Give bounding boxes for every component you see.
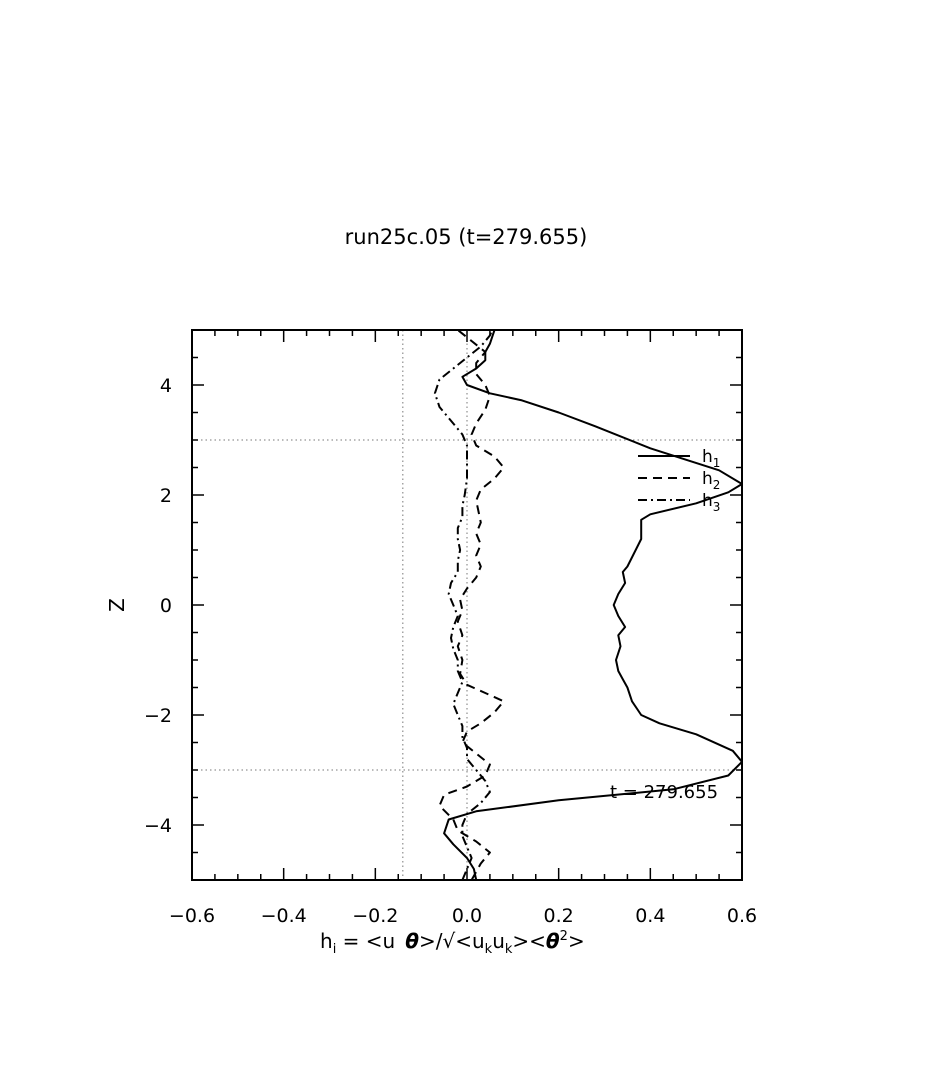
chart-title: run25c.05 (t=279.655) (345, 225, 588, 249)
y-tick-label-2: 0 (160, 595, 172, 617)
x-label-sup-2: 2 (560, 929, 568, 944)
x-tick-label-5: 0.4 (635, 905, 665, 927)
x-label-sub-k2: k (505, 942, 513, 957)
x-label-h: h (320, 929, 333, 953)
legend-label-base-2: h (702, 469, 713, 489)
legend-label-sub-3: 3 (713, 500, 721, 514)
series-group (433, 329, 743, 881)
legend-label-2: h2 (702, 469, 720, 492)
y-tick-label-1: −2 (144, 705, 172, 727)
legend-label-sub-1: 1 (713, 456, 721, 470)
x-label-sub-k1: k (485, 942, 493, 957)
legend-label-base-1: h (702, 447, 713, 467)
tick-marks (191, 329, 743, 881)
x-tick-label-1: −0.4 (261, 905, 307, 927)
x-axis-label: hi = <u θ>/√<ukuk><θ2> (320, 929, 585, 957)
x-tick-label-3: 0.0 (452, 905, 482, 927)
y-axis-label: Z (105, 598, 129, 612)
series-line-1 (443, 329, 743, 881)
y-tick-label-4: 4 (160, 375, 172, 397)
x-label-mid: >< (512, 929, 546, 953)
legend-label-base-3: h (702, 491, 713, 511)
x-tick-labels: −0.6 −0.4 −0.2 0.0 0.2 0.4 0.6 (169, 905, 757, 927)
series-line-3 (433, 329, 494, 881)
x-label-end: > (568, 929, 585, 953)
legend-label-1: h1 (702, 447, 720, 470)
y-tick-labels: −4 −2 0 2 4 (144, 375, 172, 837)
y-tick-label-3: 2 (160, 485, 172, 507)
x-tick-label-4: 0.2 (544, 905, 574, 927)
reference-lines (192, 330, 742, 880)
x-label-theta1: θ (405, 929, 419, 953)
series-line-2 (438, 329, 505, 881)
x-tick-label-0: −0.6 (169, 905, 215, 927)
x-label-sub-i: i (333, 942, 337, 957)
y-tick-label-0: −4 (144, 815, 172, 837)
x-label-div: >/√<u (419, 929, 485, 953)
x-tick-label-6: 0.6 (727, 905, 757, 927)
x-label-eq: = <u (336, 929, 395, 953)
legend-label-sub-2: 2 (713, 478, 721, 492)
x-tick-label-2: −0.2 (352, 905, 398, 927)
x-label-u2: u (492, 929, 505, 953)
x-label-theta2: θ (546, 929, 560, 953)
time-annotation: t = 279.655 (610, 782, 718, 803)
legend-label-3: h3 (702, 491, 720, 514)
